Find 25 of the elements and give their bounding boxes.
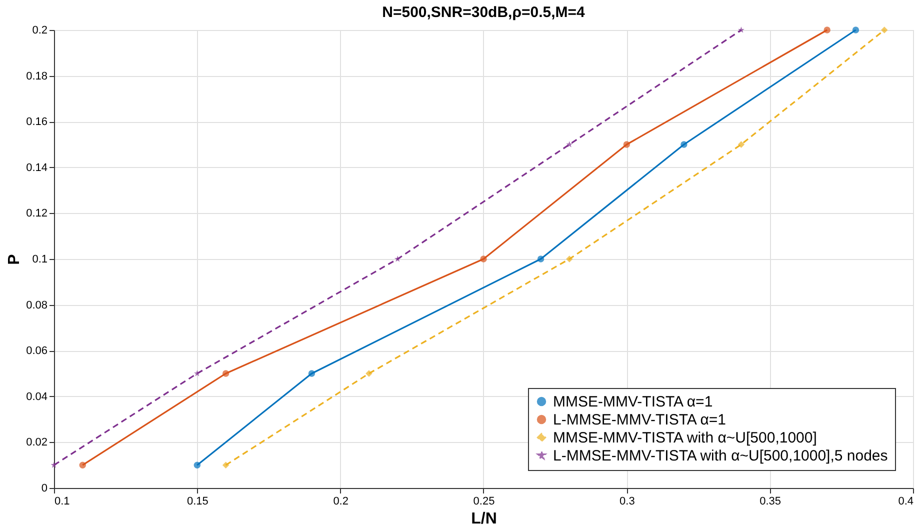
- y-tick-label: 0.04: [26, 390, 48, 403]
- y-tick-label: 0.16: [26, 116, 48, 128]
- chart-title: N=500,SNR=30dB,ρ=0.5,M=4: [382, 4, 586, 21]
- y-tick-label: 0.12: [26, 208, 48, 220]
- y-tick-label: 0.2: [32, 24, 48, 36]
- x-tick-label: 0.3: [620, 496, 635, 508]
- x-tick-label: 0.4: [898, 496, 914, 508]
- x-tick-label: 0.2: [333, 496, 348, 508]
- x-tick-label: 0.1: [54, 496, 70, 508]
- legend-label: L-MMSE-MMV-TISTA with α~U[500,1000],5 nodes: [553, 448, 888, 464]
- y-tick-label: 0.02: [26, 436, 48, 449]
- y-tick-label: 0: [41, 482, 48, 494]
- legend-label: MMSE-MMV-TISTA α=1: [553, 394, 713, 410]
- y-axis-title: P: [6, 254, 24, 265]
- x-tick-label: 0.25: [473, 496, 495, 508]
- x-axis-title: L/N: [471, 510, 497, 528]
- y-tick-label: 0.06: [26, 345, 48, 358]
- legend-label: L-MMSE-MMV-TISTA α=1: [553, 412, 726, 428]
- y-tick-label: 0.18: [26, 70, 48, 82]
- x-tick-label: 0.35: [760, 496, 782, 508]
- y-tick-label: 0.08: [26, 299, 48, 312]
- legend-label: MMSE-MMV-TISTA with α~U[500,1000]: [553, 430, 817, 446]
- y-tick-label: 0.14: [26, 162, 48, 174]
- y-tick-label: 0.1: [32, 254, 48, 266]
- x-tick-label: 0.15: [186, 496, 208, 508]
